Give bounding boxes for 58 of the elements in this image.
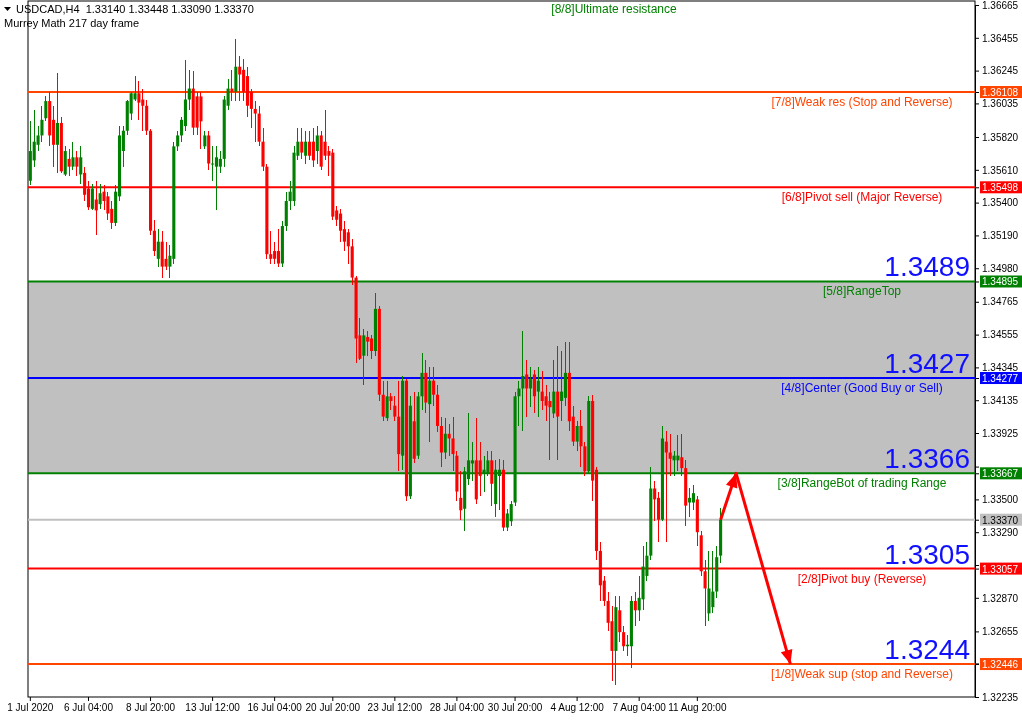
y-tick-label: 1.34277 <box>982 373 1019 385</box>
y-tick-label: 1.34895 <box>982 276 1019 288</box>
annotation: [8/8]Ultimate resistance <box>551 2 678 16</box>
y-tick-label: 1.35498 <box>982 182 1019 194</box>
x-tick-label: 4 Aug 12:00 <box>550 702 605 714</box>
ref-line-label: [2/8]Pivot buy (Reverse) <box>797 571 927 586</box>
x-tick-label: 23 Jul 12:00 <box>367 702 423 714</box>
y-tick-label: 1.32870 <box>982 592 1019 604</box>
chart-title: USDCAD,H4 1.33140 1.33448 1.33090 1.33370 <box>16 3 254 15</box>
x-tick-label: 7 Aug 04:00 <box>612 702 667 714</box>
ref-line-label: [1/8]Weak sup (stop and Reverse) <box>771 667 953 682</box>
y-tick-label: 1.33290 <box>982 526 1019 538</box>
y-tick-label: 1.34980 <box>982 262 1019 274</box>
y-tick-label: 1.35610 <box>982 164 1019 176</box>
ref-line-label: [7/8]Weak res (Stop and Reverse) <box>771 95 953 110</box>
candlestick <box>230 69 234 102</box>
annotation: 1.3366 <box>884 443 970 475</box>
y-tick-label: 1.36035 <box>982 98 1019 110</box>
candlestick <box>707 550 711 622</box>
y-tick-label: 1.34555 <box>982 329 1019 341</box>
y-tick-label: 1.32235 <box>982 691 1019 703</box>
x-tick-label: 11 Aug 20:00 <box>668 702 727 714</box>
y-tick-label: 1.35400 <box>982 197 1019 209</box>
y-tick-label: 1.35820 <box>982 131 1019 143</box>
y-tick-label: 1.36245 <box>982 65 1019 77</box>
y-tick-label: 1.33057 <box>982 563 1019 575</box>
annotation: 1.3305 <box>884 538 970 570</box>
y-tick-label: 1.33925 <box>982 427 1019 439</box>
x-tick-label: 6 Jul 04:00 <box>64 702 114 714</box>
y-tick-label: 1.36455 <box>982 32 1019 44</box>
y-tick-label: 1.33667 <box>982 468 1019 480</box>
candlestick <box>71 141 75 171</box>
ref-line-label: [4/8]Center (Good Buy or Sell) <box>781 381 943 396</box>
x-tick-label: 16 Jul 04:00 <box>247 702 303 714</box>
x-tick-label: 8 Jul 20:00 <box>126 702 176 714</box>
ref-line-label: [3/8]RangeBot of trading Range <box>777 476 947 491</box>
y-tick-label: 1.34135 <box>982 394 1019 406</box>
y-tick-label: 1.34765 <box>982 296 1019 308</box>
y-tick-label: 1.33500 <box>982 494 1019 506</box>
y-tick-label: 1.32446 <box>982 659 1019 671</box>
text: Murrey Math 217 day frame <box>4 17 140 29</box>
x-tick-label: 28 Jul 04:00 <box>429 702 485 714</box>
y-tick-label: 1.33370 <box>982 514 1019 526</box>
candlestick <box>199 91 203 150</box>
y-tick-label: 1.36108 <box>982 87 1019 99</box>
y-tick-label: 1.32655 <box>982 626 1019 638</box>
ref-line-label: [6/8]Pivot sell (Major Reverse) <box>781 190 943 205</box>
x-tick-label: 20 Jul 20:00 <box>305 702 361 714</box>
x-tick-label: 13 Jul 12:00 <box>185 702 241 714</box>
x-tick-label: 30 Jul 20:00 <box>487 702 543 714</box>
annotation: 1.3244 <box>884 634 970 666</box>
y-tick-label: 1.35190 <box>982 230 1019 242</box>
y-tick-label: 1.36665 <box>982 0 1019 11</box>
annotation: 1.3489 <box>884 251 970 283</box>
ref-line-label: [5/8]RangeTop <box>822 284 902 299</box>
y-tick-label: 1.34345 <box>982 362 1019 374</box>
annotation: 1.3427 <box>884 348 970 380</box>
x-tick-label: 1 Jul 2020 <box>7 702 54 714</box>
